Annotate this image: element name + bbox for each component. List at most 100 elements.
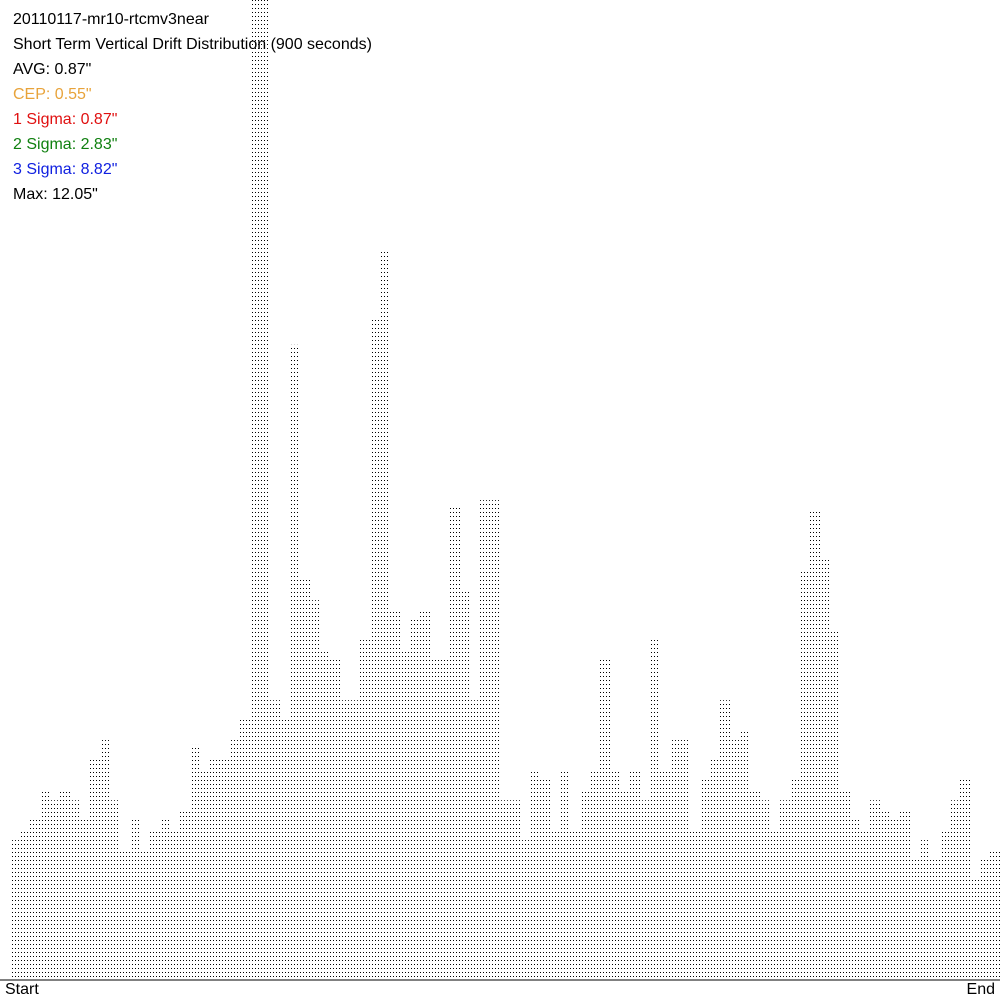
stat-line: 3 Sigma: 8.82" xyxy=(13,161,117,178)
dot-column xyxy=(90,759,100,980)
dot-column xyxy=(430,659,440,980)
chart-subtitle: Short Term Vertical Drift Distribution (… xyxy=(13,36,372,53)
dot-column xyxy=(710,759,720,980)
dot-column xyxy=(560,770,570,980)
dot-column xyxy=(700,779,710,980)
dot-column xyxy=(840,789,850,980)
dot-column xyxy=(550,829,560,980)
dot-column xyxy=(980,859,990,980)
dot-column xyxy=(580,789,590,980)
dot-column xyxy=(380,249,390,981)
dot-column xyxy=(50,800,60,980)
dot-column xyxy=(670,740,680,980)
dot-column xyxy=(610,770,620,980)
dot-column xyxy=(900,810,910,980)
dot-column xyxy=(260,0,270,980)
dot-column xyxy=(880,810,890,980)
dot-column xyxy=(150,829,160,980)
dot-column xyxy=(360,640,370,980)
dot-column xyxy=(30,819,40,980)
dot-column xyxy=(410,619,420,980)
dot-column xyxy=(210,759,220,980)
dot-column xyxy=(830,629,840,980)
dot-column xyxy=(920,840,930,980)
dot-column xyxy=(870,800,880,980)
dot-column xyxy=(750,789,760,980)
dot-column xyxy=(220,759,230,980)
dot-column xyxy=(120,849,130,980)
dot-column xyxy=(100,740,110,980)
dot-column xyxy=(940,829,950,980)
dot-column xyxy=(740,729,750,980)
dot-column xyxy=(600,659,610,980)
dot-column xyxy=(650,640,660,980)
dot-column xyxy=(130,819,140,980)
dot-column xyxy=(470,700,480,980)
dot-column xyxy=(790,779,800,980)
dot-column xyxy=(60,789,70,980)
dot-column xyxy=(620,789,630,980)
chart-title: 20110117-mr10-rtcmv3near xyxy=(13,11,210,28)
dot-column xyxy=(370,319,380,980)
dot-column xyxy=(500,800,510,980)
dot-column xyxy=(110,800,120,980)
dot-column xyxy=(820,559,830,980)
dot-column xyxy=(160,819,170,980)
dot-column xyxy=(950,800,960,980)
stats: AVG: 0.87" CEP: 0.55" 1 Sigma: 0.87" 2 Sigm… xyxy=(13,61,117,203)
dot-column xyxy=(990,849,1000,980)
dot-column xyxy=(40,789,50,980)
dot-column xyxy=(480,500,490,980)
dot-column xyxy=(270,700,280,980)
dot-column xyxy=(780,800,790,980)
dot-column xyxy=(240,719,250,980)
dot-column xyxy=(800,570,810,980)
dot-column xyxy=(330,659,340,980)
dot-column xyxy=(400,649,410,980)
dot-column xyxy=(420,609,430,980)
dot-column xyxy=(590,770,600,980)
dot-column xyxy=(20,829,30,980)
dot-column xyxy=(520,840,530,980)
dot-column xyxy=(490,500,500,980)
dot-column xyxy=(70,800,80,980)
dot-column xyxy=(320,649,330,980)
dot-column xyxy=(760,800,770,980)
dot-column xyxy=(190,744,200,980)
dot-column xyxy=(850,819,860,980)
stat-line: 1 Sigma: 0.87" xyxy=(13,111,117,128)
dot-column xyxy=(960,779,970,980)
dot-column xyxy=(180,810,190,980)
dot-column xyxy=(530,770,540,980)
dot-column xyxy=(440,659,450,980)
dot-column xyxy=(450,505,460,980)
dot-column xyxy=(390,609,400,980)
dot-column xyxy=(80,819,90,980)
dot-column xyxy=(680,740,690,980)
dot-column xyxy=(630,770,640,980)
dot-column xyxy=(510,800,520,980)
dot-column xyxy=(10,840,20,980)
dot-column xyxy=(810,509,820,980)
dot-column xyxy=(170,829,180,980)
dot-column xyxy=(910,859,920,980)
dot-column xyxy=(930,859,940,980)
dot-column xyxy=(250,0,260,980)
dot-column xyxy=(770,829,780,980)
plot-area xyxy=(10,0,1000,981)
stat-line: 2 Sigma: 2.83" xyxy=(13,136,117,153)
dot-column xyxy=(280,719,290,980)
dot-column xyxy=(890,819,900,980)
dot-column xyxy=(300,579,310,980)
dot-column xyxy=(640,800,650,980)
dot-column xyxy=(310,600,320,980)
dot-column xyxy=(540,779,550,980)
dot-column xyxy=(460,589,470,980)
dot-column xyxy=(230,740,240,980)
dot-column xyxy=(290,344,300,981)
dot-column xyxy=(730,740,740,980)
x-start-label: Start xyxy=(5,981,39,998)
dot-column xyxy=(570,829,580,980)
